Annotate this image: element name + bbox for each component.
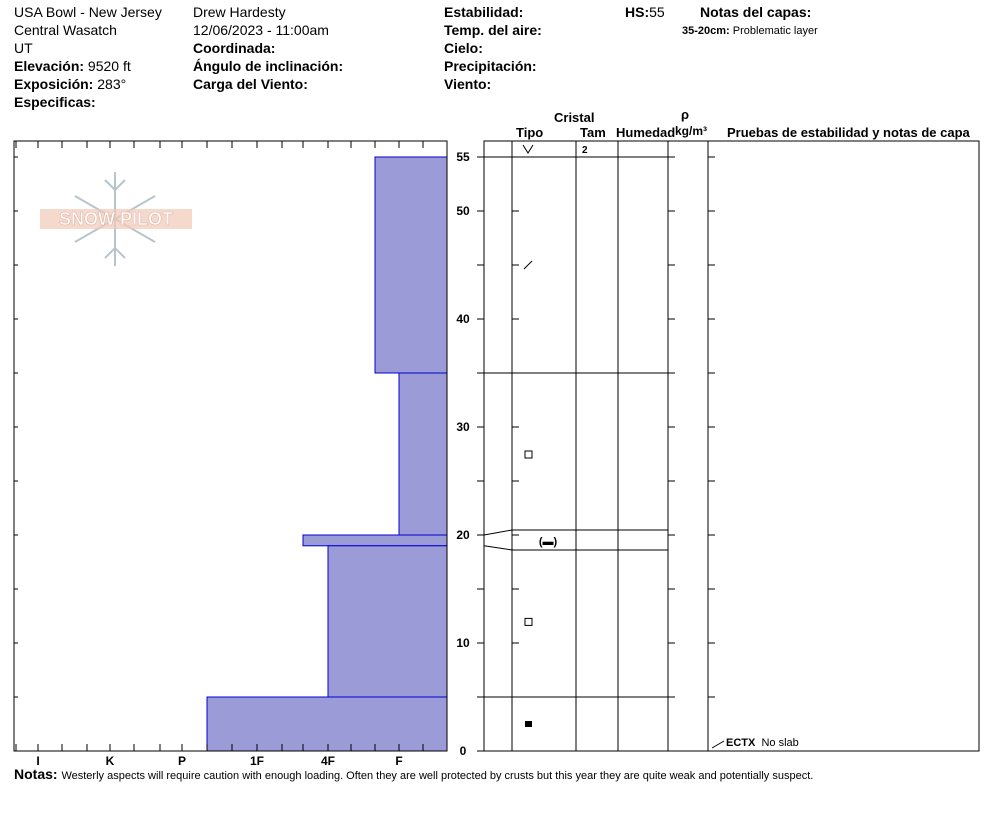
hardness-bar: [302, 534, 448, 547]
density-symbol: ρ: [681, 107, 690, 122]
x-tick-label: F: [395, 754, 402, 768]
type-header: Tipo: [516, 125, 544, 140]
layer-note-text: Problematic layer: [732, 25, 818, 37]
elevation-field: Elevación: 9520 ft: [14, 57, 131, 75]
svg-text:(▬): (▬): [539, 536, 558, 548]
faceted-crystal-icon: [524, 450, 533, 459]
x-tick-label: K: [106, 754, 115, 768]
snowpilot-logo: SNOW PILOT: [40, 172, 192, 266]
density-unit: kg/m³: [675, 124, 708, 138]
layer-connector: [483, 545, 513, 551]
stability-label: Estabilidad:: [444, 4, 524, 20]
aspect-label: Exposición:: [14, 76, 94, 92]
elevation-value: 9520 ft: [87, 58, 131, 74]
test-pointer-icon: [711, 740, 725, 749]
wind-label: Viento:: [444, 76, 492, 92]
solid-facet-icon: [525, 721, 532, 727]
crystal-size: 2: [582, 145, 588, 156]
mixed-facet-icon: (▬): [539, 536, 558, 548]
crystal-symbols: 2 (▬): [522, 144, 725, 749]
hardness-bar: [374, 156, 448, 374]
air-temp-label: Temp. del aire:: [444, 22, 542, 38]
notes-row: Notas: Westerly aspects will require cau…: [14, 765, 813, 785]
logo-banner: [40, 209, 192, 229]
test-result: ECTX No slab: [726, 734, 799, 752]
y-tick-label: 50: [456, 204, 470, 218]
snow-height-field: HS:55: [625, 3, 665, 21]
y-tick-label: 10: [456, 636, 470, 650]
hardness-bar: [206, 696, 448, 752]
aspect-value: 283°: [97, 76, 127, 92]
y-tick-label: 40: [456, 312, 470, 326]
observation-datetime: 12/06/2023 - 11:00am: [193, 22, 329, 38]
layer-table-frame: [483, 140, 980, 752]
hardness-bar: [327, 545, 448, 698]
decomposing-fragments-icon: [523, 260, 533, 270]
location-name: USA Bowl - New Jersey: [14, 4, 162, 20]
x-tick-label: P: [178, 754, 186, 768]
moisture-header: Humedad: [616, 125, 676, 140]
hardness-bar: [398, 372, 448, 536]
size-header: Tam: [580, 125, 606, 140]
hs-value: 55: [649, 4, 665, 20]
notes-text: Westerly aspects will require caution wi…: [61, 770, 814, 782]
y-tick-label: 55: [456, 150, 470, 164]
precipitation-label: Precipitación:: [444, 58, 537, 74]
specifics-label: Especificas:: [14, 94, 96, 110]
test-text: No slab: [761, 737, 799, 749]
hardness-bars: [206, 156, 448, 752]
notes-label: Notas:: [14, 766, 58, 782]
layer-note-range: 35-20cm:: [682, 25, 730, 37]
hs-label: HS:: [625, 4, 650, 20]
test-code: ECTX: [726, 737, 756, 749]
y-tick-label: 20: [456, 528, 470, 542]
observer-name: Drew Hardesty: [193, 4, 286, 20]
faceted-crystal-icon: [524, 617, 533, 626]
layer-notes-label: Notas del capas:: [700, 4, 812, 20]
elevation-label: Elevación:: [14, 58, 85, 74]
sky-label: Cielo:: [444, 40, 483, 56]
layer-connector: [483, 529, 513, 536]
x-tick-label: I: [36, 754, 39, 768]
y-tick-label: 30: [456, 420, 470, 434]
y-tick-label: 0: [460, 744, 467, 758]
layer-note: 35-20cm: Problematic layer: [682, 22, 818, 40]
logo-text: SNOW PILOT: [59, 209, 173, 229]
aspect-field: Exposición: 283°: [14, 75, 126, 93]
surface-hoar-icon: [522, 144, 534, 154]
x-tick-label: 1F: [250, 754, 264, 768]
tests-header: Pruebas de estabilidad y notas de capa: [727, 125, 970, 140]
crystal-header: Cristal: [554, 110, 595, 125]
chart-axes: I K P 1F 4F F 0 10 20 30 40 50 55: [14, 141, 715, 768]
x-tick-label: 4F: [321, 754, 335, 768]
hardness-plot-frame: [13, 140, 448, 752]
slope-angle-label: Ángulo de inclinación:: [193, 58, 344, 74]
range-name: Central Wasatch: [14, 22, 117, 38]
wind-loading-label: Carga del Viento:: [193, 76, 308, 92]
layer-table: [483, 140, 980, 752]
state-name: UT: [14, 40, 33, 56]
coordinate-label: Coordinada:: [193, 40, 276, 56]
